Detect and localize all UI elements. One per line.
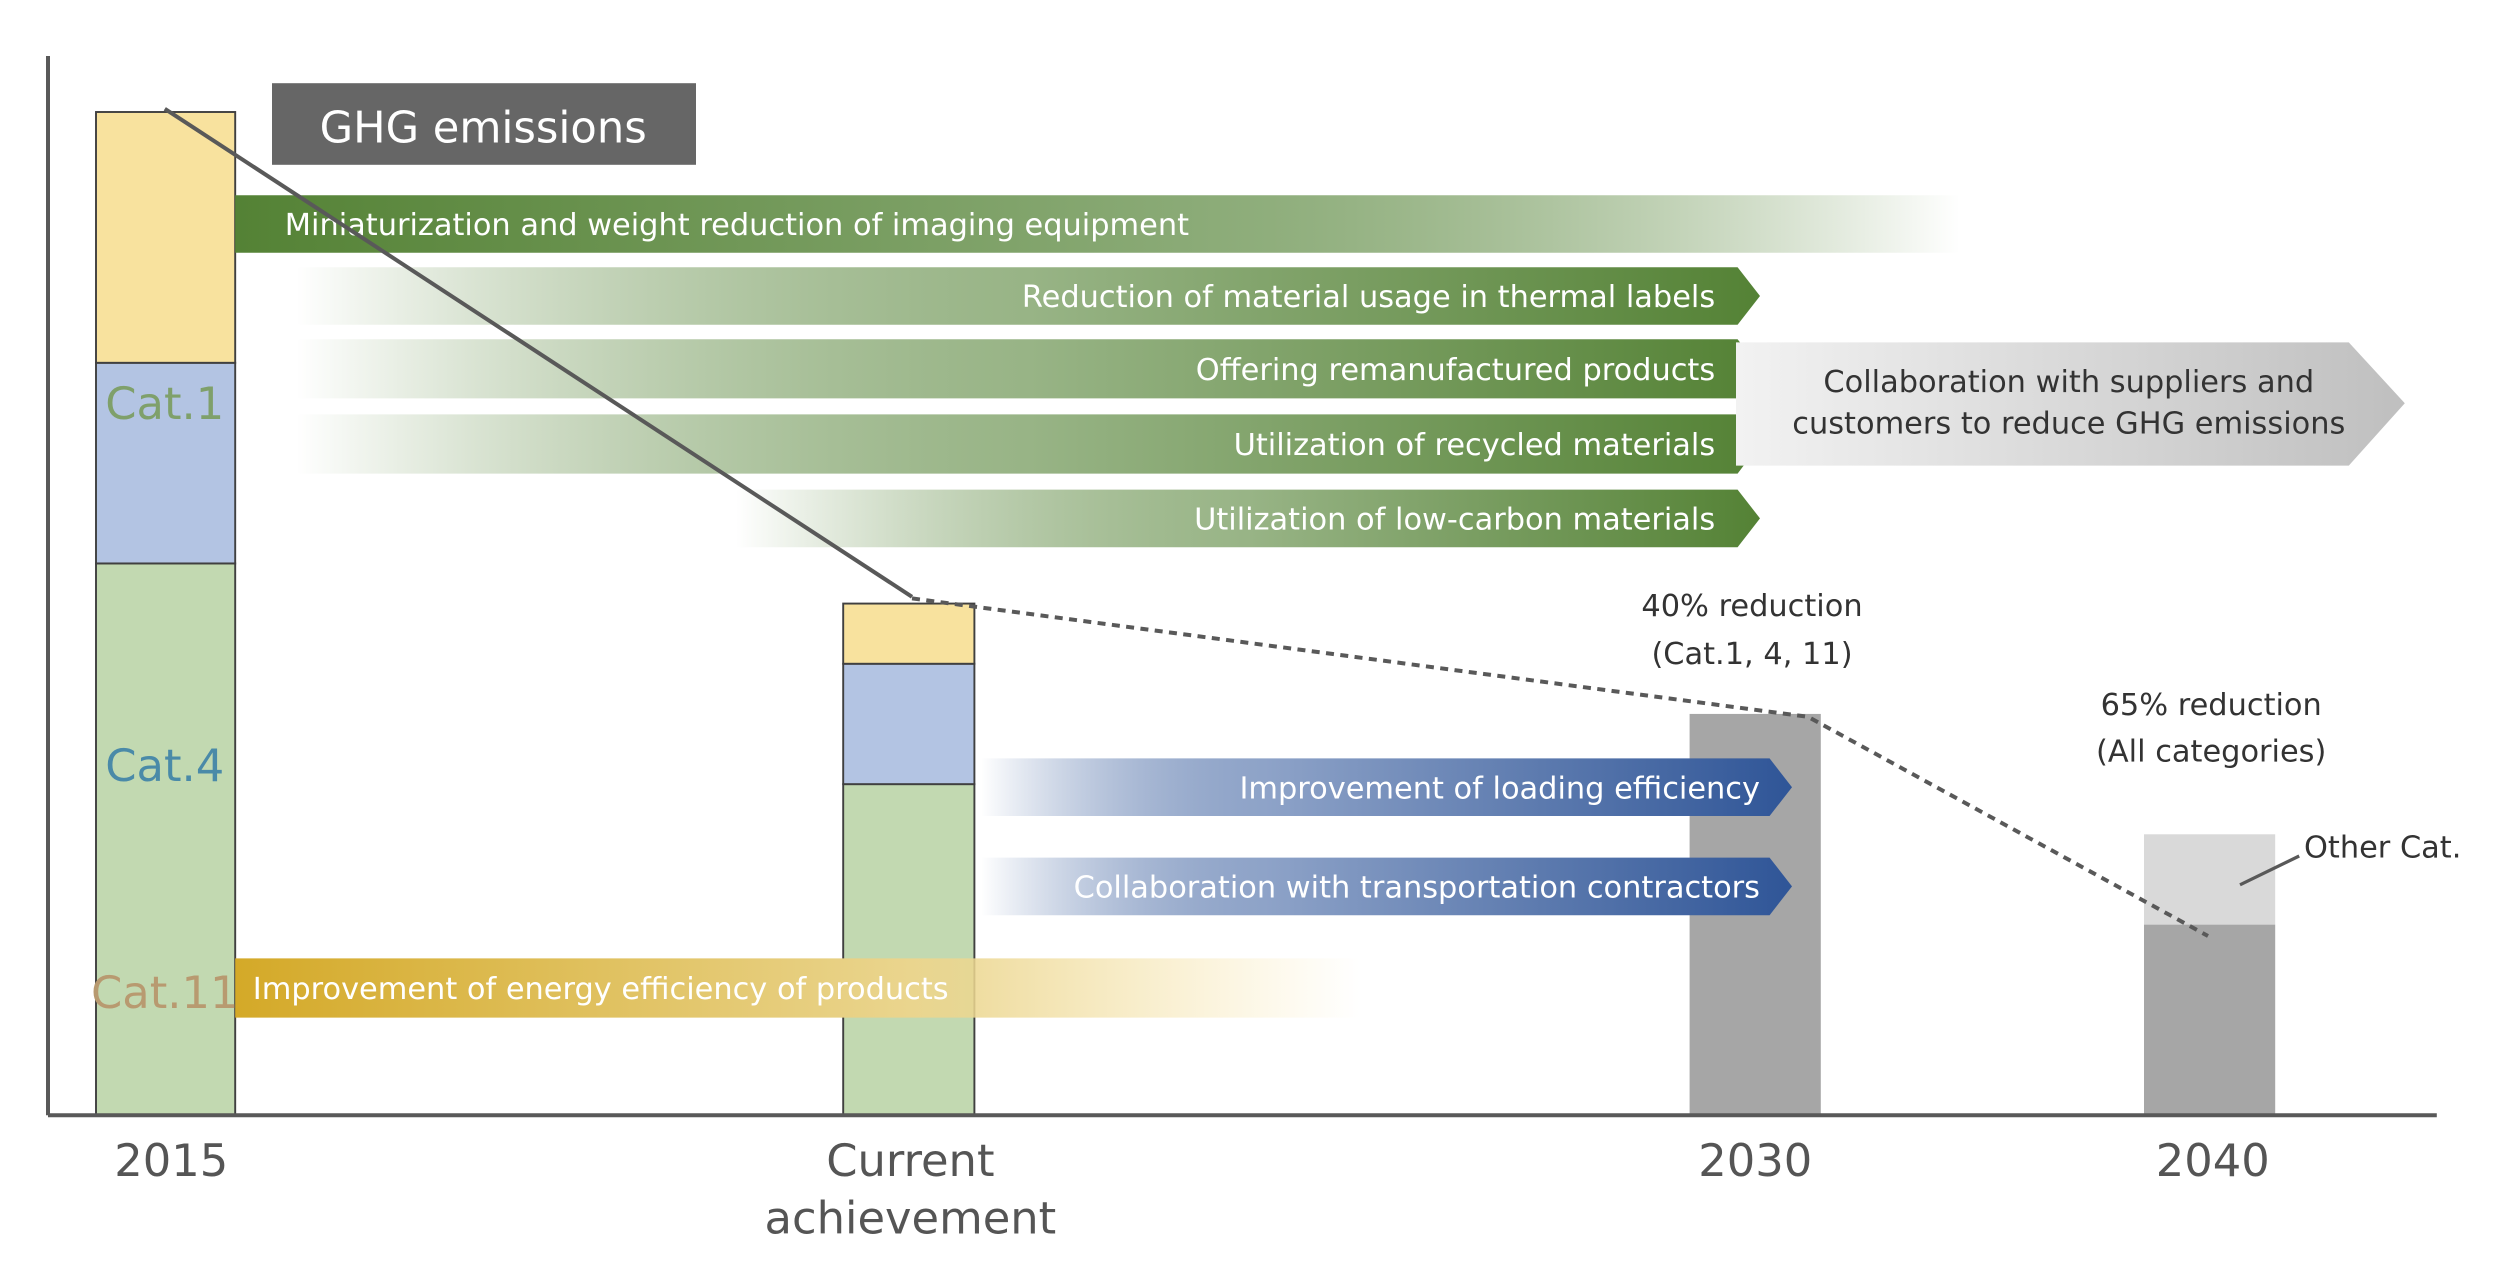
trend-line-actual	[163, 107, 914, 599]
target-2030-line1: 40% reduction	[1641, 589, 1862, 624]
initiative-gray-label: Collaboration with suppliers and	[1823, 365, 2314, 400]
initiative-green-5-arrow	[736, 489, 1760, 548]
other-cat-leader	[2239, 854, 2300, 887]
x-tick-label: 2015	[114, 1134, 228, 1187]
initiative-blue-1-arrow	[980, 758, 1792, 816]
initiative-yellow-1-arrow	[235, 958, 1361, 1018]
initiative-green-4-arrow	[296, 414, 1760, 474]
initiative-gray-label: customers to reduce GHG emissions	[1792, 407, 2345, 442]
initiative-green-2-arrow	[296, 267, 1760, 325]
segment-label: Cat.1	[105, 377, 224, 430]
bar-segment-cat-1	[842, 783, 976, 1117]
x-tick-label: 2030	[1698, 1134, 1812, 1187]
initiative-green-1-label: Miniaturization and weight reduction of …	[285, 208, 1189, 243]
initiative-blue-1-label: Improvement of loading efficiency	[1239, 771, 1760, 806]
bar-segment-cat-1	[95, 562, 237, 1117]
bar-segment-other-cat-	[2144, 834, 2276, 925]
segment-label: Cat.11	[91, 966, 239, 1019]
other-cat-label: Other Cat.	[2304, 831, 2461, 866]
initiative-green-1-arrow	[235, 195, 1961, 253]
initiative-green-2-label: Reduction of material usage in thermal l…	[1022, 280, 1715, 315]
bar-segment-cat-4	[95, 361, 237, 565]
target-2040-line1: 65% reduction	[2101, 688, 2322, 723]
bar-segment-cat-11	[95, 111, 237, 364]
initiative-blue-2-label: Collaboration with transportation contra…	[1074, 871, 1760, 906]
initiative-green-5-label: Utilization of low-carbon materials	[1194, 503, 1715, 538]
x-tick-label: achievement	[765, 1192, 1057, 1245]
initiative-green-4-label: Utilization of recycled materials	[1234, 428, 1716, 463]
initiative-green-3-arrow	[296, 339, 1760, 399]
initiative-yellow-1-label: Improvement of energy efficiency of prod…	[253, 972, 949, 1007]
segment-label: Cat.4	[105, 739, 224, 792]
initiative-blue-2-arrow	[980, 857, 1792, 916]
x-tick-label: 2040	[2156, 1134, 2270, 1187]
bar-segment-target-cat-1-4-11-	[2144, 924, 2276, 1116]
bar-segment-cat-11	[842, 602, 976, 665]
x-tick-label: Current	[826, 1134, 994, 1187]
initiative-arrows: Miniaturization and weight reduction of …	[235, 195, 2405, 1018]
bar-segment-cat-4	[842, 662, 976, 786]
target-2030-line2: (Cat.1, 4, 11)	[1651, 637, 1852, 672]
initiative-gray-arrow	[1736, 342, 2405, 466]
chart-title: GHG emissions	[320, 103, 647, 153]
target-2040-line2: (All categories)	[2096, 735, 2326, 770]
initiative-green-3-label: Offering remanufactured products	[1196, 353, 1715, 388]
title-box	[272, 83, 696, 165]
